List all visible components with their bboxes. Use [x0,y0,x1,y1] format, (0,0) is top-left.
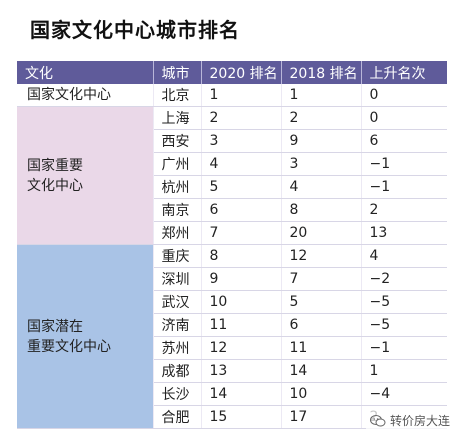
rank-2020-cell: 1 [201,84,282,107]
city-cell: 济南 [153,313,202,337]
rank-change-cell: −1 [361,175,447,199]
watermark-text: 转价房大连 [389,414,450,428]
table-row: 济南 11 6 −5 [17,313,447,337]
city-cell: 杭州 [153,175,202,199]
rank-2020-cell: 7 [201,221,282,245]
table-body: 国家文化中心 北京 1 1 0 国家重要 文化中心 上海 2 2 0 西安 3 9 6 广州 4 3 −1 杭州 5 4−… [17,84,447,429]
rank-2018-cell: 20 [281,221,362,245]
header-city: 城市 [153,61,202,84]
rank-2018-cell: 11 [281,336,362,360]
rank-2018-cell: 8 [281,198,362,222]
rank-change-cell: −5 [361,290,447,314]
rank-2018-cell: 2 [281,106,362,130]
table-row: 杭州 5 4 −1 [17,175,447,199]
table-row: 南京 6 8 2 [17,198,447,222]
group-label: 国家潜在 重要文化中心 [17,244,154,429]
rank-change-cell: 4 [361,244,447,268]
city-cell: 重庆 [153,244,202,268]
header-rank-change: 上升名次 [361,61,447,84]
rank-change-cell: −1 [361,336,447,360]
rank-2020-cell: 14 [201,382,282,406]
table-row: 国家文化中心 北京 1 1 0 [17,84,447,107]
table-row: 国家重要 文化中心 上海 2 2 0 [17,106,447,245]
rank-2020-cell: 12 [201,336,282,360]
rank-2018-cell: 7 [281,267,362,291]
rank-change-cell: −2 [361,267,447,291]
table-row: 武汉 10 5 −5 [17,290,447,314]
rank-2018-cell: 5 [281,290,362,314]
city-cell: 西安 [153,129,202,153]
header-row: 文化 城市 2020 排名 2018 排名 上升名次 [17,61,447,84]
rank-2020-cell: 15 [201,405,282,429]
rank-2018-cell: 12 [281,244,362,268]
rank-2018-cell: 6 [281,313,362,337]
table-title: 国家文化中心城市排名 [30,18,240,42]
city-cell: 成都 [153,359,202,383]
watermark: 转价房大连 [365,410,454,431]
wechat-icon [369,414,386,426]
rank-2018-cell: 4 [281,175,362,199]
rank-change-cell: −5 [361,313,447,337]
table-row: 西安 3 9 6 [17,129,447,153]
rank-2018-cell: 10 [281,382,362,406]
rank-2020-cell: 6 [201,198,282,222]
city-cell: 南京 [153,198,202,222]
table-row: 国家潜在 重要文化中心 重庆 8 12 4 [17,244,447,429]
city-cell: 郑州 [153,221,202,245]
city-cell: 上海 [153,106,202,130]
rank-2020-cell: 5 [201,175,282,199]
header-rank-2020: 2020 排名 [201,61,282,84]
header-culture: 文化 [17,61,154,84]
table-row: 苏州 12 11 −1 [17,336,447,360]
rank-change-cell: −4 [361,382,447,406]
table-row: 广州 4 3 −1 [17,152,447,176]
rank-2020-cell: 8 [201,244,282,268]
city-cell: 深圳 [153,267,202,291]
ranking-table: 文化 城市 2020 排名 2018 排名 上升名次 国家文化中心 北京 1 1 0 国家… [17,61,447,429]
rank-change-cell: 0 [361,106,447,130]
rank-2018-cell: 14 [281,359,362,383]
rank-2018-cell: 17 [281,405,362,429]
rank-change-cell: 0 [361,84,447,107]
rank-2020-cell: 11 [201,313,282,337]
table-row: 郑州 7 20 13 [17,221,447,245]
city-cell: 武汉 [153,290,202,314]
header-rank-2018: 2018 排名 [281,61,362,84]
table-row: 成都 13 14 1 [17,359,447,383]
rank-2020-cell: 9 [201,267,282,291]
rank-change-cell: 6 [361,129,447,153]
rank-2020-cell: 13 [201,359,282,383]
group-label: 国家文化中心 [17,84,154,107]
city-cell: 北京 [153,84,202,107]
rank-2018-cell: 3 [281,152,362,176]
rank-2018-cell: 1 [281,84,362,107]
city-cell: 苏州 [153,336,202,360]
table-row: 长沙 14 10 −4 [17,382,447,406]
rank-2018-cell: 9 [281,129,362,153]
rank-2020-cell: 3 [201,129,282,153]
table-row: 深圳 9 7 −2 [17,267,447,291]
rank-2020-cell: 2 [201,106,282,130]
city-cell: 合肥 [153,405,202,429]
rank-2020-cell: 4 [201,152,282,176]
rank-change-cell: 1 [361,359,447,383]
city-cell: 广州 [153,152,202,176]
rank-change-cell: −1 [361,152,447,176]
city-cell: 长沙 [153,382,202,406]
rank-change-cell: 13 [361,221,447,245]
rank-change-cell: 2 [361,198,447,222]
group-label: 国家重要 文化中心 [17,106,154,245]
rank-2020-cell: 10 [201,290,282,314]
